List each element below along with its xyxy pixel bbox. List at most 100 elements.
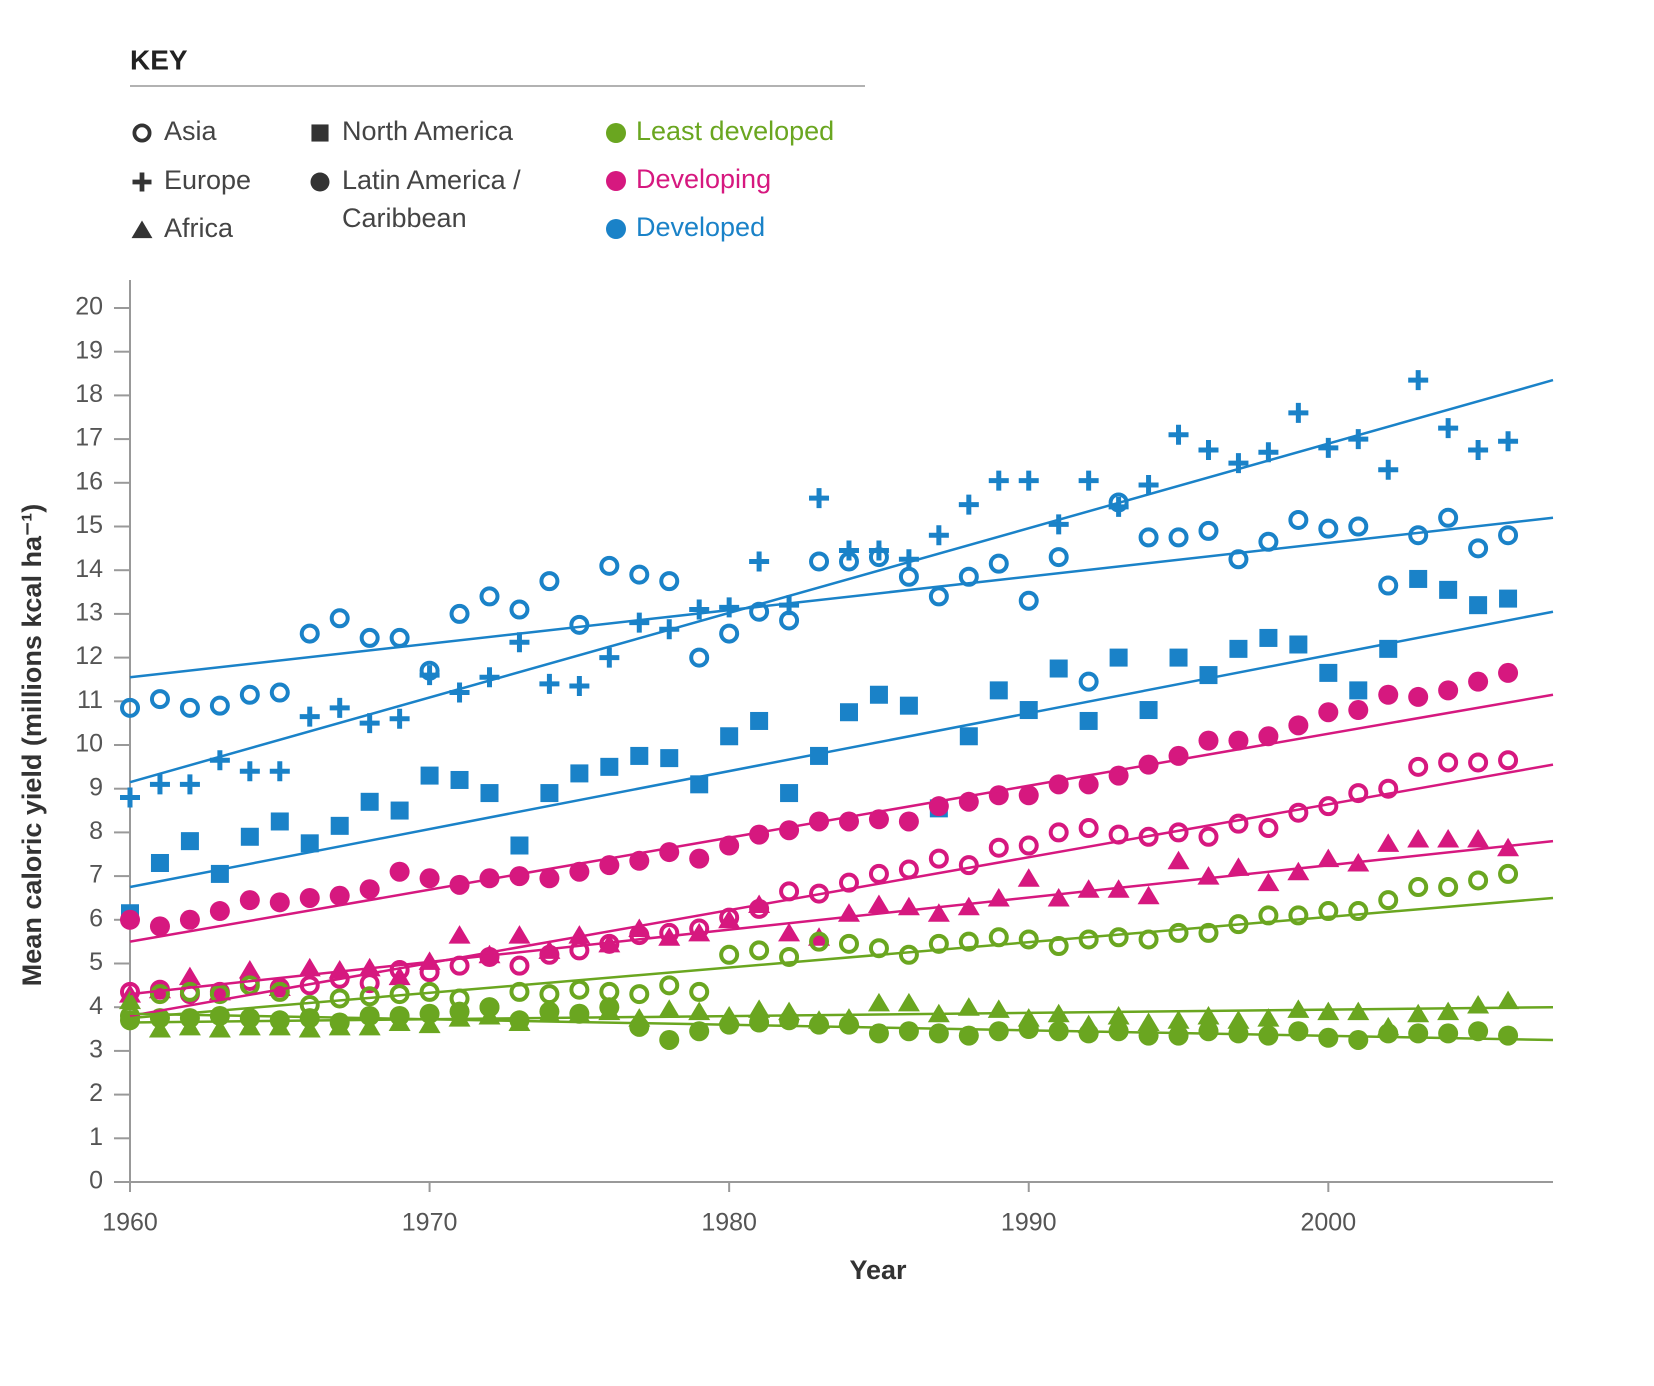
point <box>748 999 771 1018</box>
point <box>659 571 680 592</box>
point <box>928 525 949 546</box>
point <box>329 988 350 1009</box>
x-tick-label: 1960 <box>102 1209 158 1237</box>
point <box>1107 1005 1130 1025</box>
point <box>867 894 890 914</box>
x-tick-label: 2000 <box>1301 1209 1357 1237</box>
legend-title: KEY <box>130 44 188 75</box>
y-tick-label: 20 <box>75 293 103 321</box>
point <box>179 774 200 795</box>
point <box>719 623 740 644</box>
trend-line <box>129 1005 1554 1024</box>
point <box>1498 525 1519 546</box>
point <box>1378 1023 1399 1044</box>
legend-marker <box>310 172 330 192</box>
point <box>569 614 590 635</box>
point <box>1078 1023 1099 1044</box>
point <box>1378 684 1399 705</box>
point <box>1018 1019 1039 1040</box>
legend-marker <box>311 124 329 142</box>
point <box>1109 648 1128 667</box>
point <box>180 832 199 851</box>
point <box>689 599 710 620</box>
point <box>1047 887 1070 907</box>
y-tick-label: 6 <box>89 904 103 932</box>
point <box>179 981 200 1002</box>
point <box>1168 1025 1189 1046</box>
point <box>1227 857 1250 876</box>
point <box>837 903 860 922</box>
point <box>150 853 169 872</box>
point <box>1078 671 1099 692</box>
y-tick-label: 7 <box>89 861 103 889</box>
point <box>1467 995 1490 1014</box>
point <box>300 834 319 853</box>
point <box>1019 701 1038 720</box>
point <box>1108 496 1129 517</box>
point <box>1258 818 1279 839</box>
point <box>1408 877 1429 898</box>
point <box>1168 745 1189 766</box>
point <box>808 927 831 946</box>
point <box>928 848 949 869</box>
point <box>1259 628 1278 647</box>
point <box>1199 666 1218 685</box>
point <box>629 612 650 633</box>
point <box>810 746 829 765</box>
point <box>1139 701 1158 720</box>
point <box>120 787 140 808</box>
point <box>448 925 471 944</box>
point <box>1318 702 1339 723</box>
y-tick-label: 13 <box>75 599 103 627</box>
point <box>449 603 470 624</box>
point <box>720 727 739 746</box>
point <box>1048 936 1069 957</box>
point <box>1499 589 1518 608</box>
point <box>1468 538 1489 559</box>
point <box>418 1014 441 1034</box>
point <box>959 727 978 746</box>
point <box>1349 681 1368 700</box>
point <box>299 623 320 644</box>
point <box>1168 922 1189 943</box>
point <box>898 1021 919 1042</box>
y-tick-label: 9 <box>89 773 103 801</box>
point <box>1348 783 1369 804</box>
point <box>1198 440 1219 461</box>
point <box>1168 527 1189 548</box>
point <box>719 835 740 856</box>
point <box>779 881 800 902</box>
legend-label: Developed <box>636 212 765 242</box>
point <box>958 1025 979 1046</box>
point <box>988 927 1009 948</box>
point <box>510 836 529 855</box>
point <box>958 566 979 587</box>
point <box>240 827 259 846</box>
point <box>957 997 980 1016</box>
point <box>809 551 830 572</box>
y-tick-label: 15 <box>75 511 103 539</box>
point <box>927 903 950 922</box>
trend-line <box>129 839 1554 996</box>
point <box>928 933 949 954</box>
point <box>1018 590 1039 611</box>
point <box>1498 1025 1519 1046</box>
y-axis-label: Mean caloric yield (millions kcal ha⁻¹) <box>17 504 47 986</box>
point <box>659 842 680 863</box>
point <box>299 706 320 727</box>
legend-label: Africa <box>164 213 234 243</box>
point <box>1078 929 1099 950</box>
point <box>868 809 889 830</box>
point <box>358 1016 381 1036</box>
point <box>389 708 410 729</box>
point <box>1257 872 1280 892</box>
point <box>1438 418 1459 439</box>
point <box>149 916 170 937</box>
point <box>239 890 260 911</box>
point <box>1288 802 1309 823</box>
point <box>1198 730 1219 751</box>
point <box>1167 1010 1190 1029</box>
point <box>599 555 620 576</box>
point <box>749 551 770 572</box>
point <box>269 682 290 703</box>
